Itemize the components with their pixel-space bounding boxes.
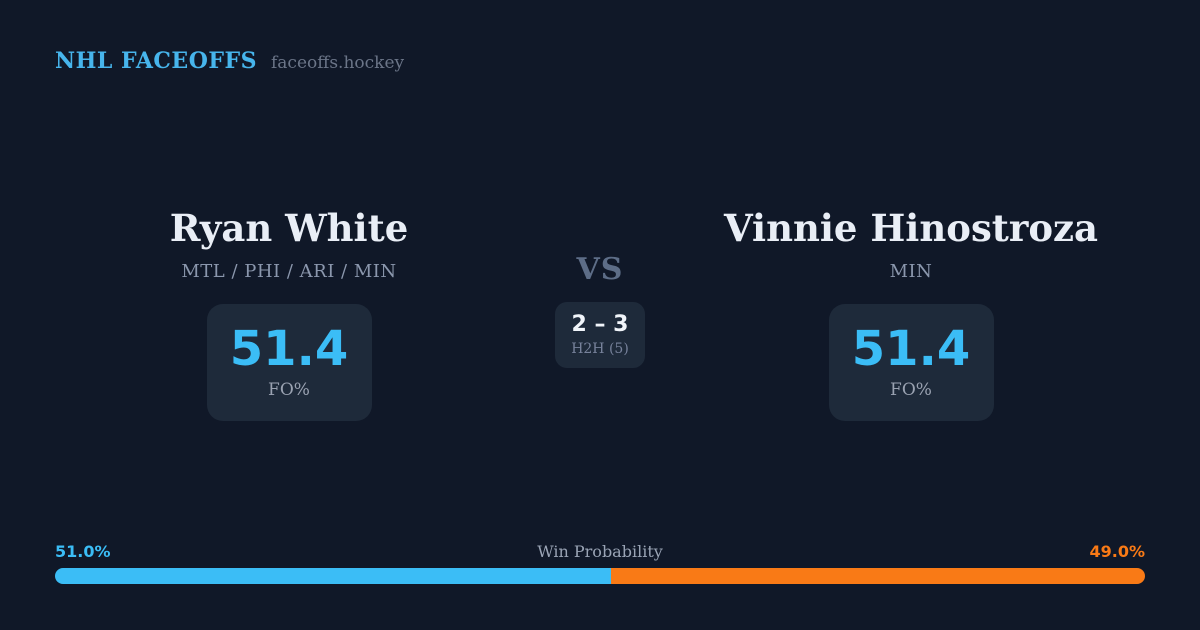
player-right-name: Vinnie Hinostroza	[723, 206, 1099, 250]
player-left-teams: MTL / PHI / ARI / MIN	[181, 260, 397, 282]
win-probability-bar	[55, 568, 1145, 584]
player-right-column: Vinnie Hinostroza MIN 51.4 FO%	[681, 208, 1141, 421]
win-bar-left-segment	[55, 568, 611, 584]
win-probability-labels: 51.0% Win Probability 49.0%	[55, 542, 1145, 562]
player-right-fo-value: 51.4	[851, 321, 971, 378]
h2h-score: 2 – 3	[571, 312, 629, 338]
player-left-fo-value: 51.4	[229, 321, 349, 378]
win-probability-title: Win Probability	[537, 542, 663, 561]
h2h-box: 2 – 3 H2H (5)	[555, 302, 645, 368]
site-url: faceoffs.hockey	[271, 53, 405, 73]
player-left-fo-label: FO%	[268, 379, 310, 400]
h2h-label: H2H (5)	[571, 340, 629, 357]
player-left-name: Ryan White	[169, 206, 409, 250]
brand-title: NHL FACEOFFS	[55, 48, 257, 74]
win-probability-left-pct: 51.0%	[55, 542, 111, 561]
header: NHL FACEOFFS faceoffs.hockey	[55, 48, 404, 74]
win-bar-right-segment	[610, 568, 1145, 584]
player-right-teams: MIN	[889, 260, 933, 282]
vs-column: VS 2 – 3 H2H (5)	[520, 252, 680, 368]
vs-label: VS	[576, 252, 624, 287]
player-left-column: Ryan White MTL / PHI / ARI / MIN 51.4 FO…	[59, 208, 519, 421]
win-probability-right-pct: 49.0%	[1089, 542, 1145, 561]
player-left-fo-box: 51.4 FO%	[206, 303, 372, 421]
player-right-fo-box: 51.4 FO%	[828, 303, 994, 421]
player-right-fo-label: FO%	[890, 379, 932, 400]
